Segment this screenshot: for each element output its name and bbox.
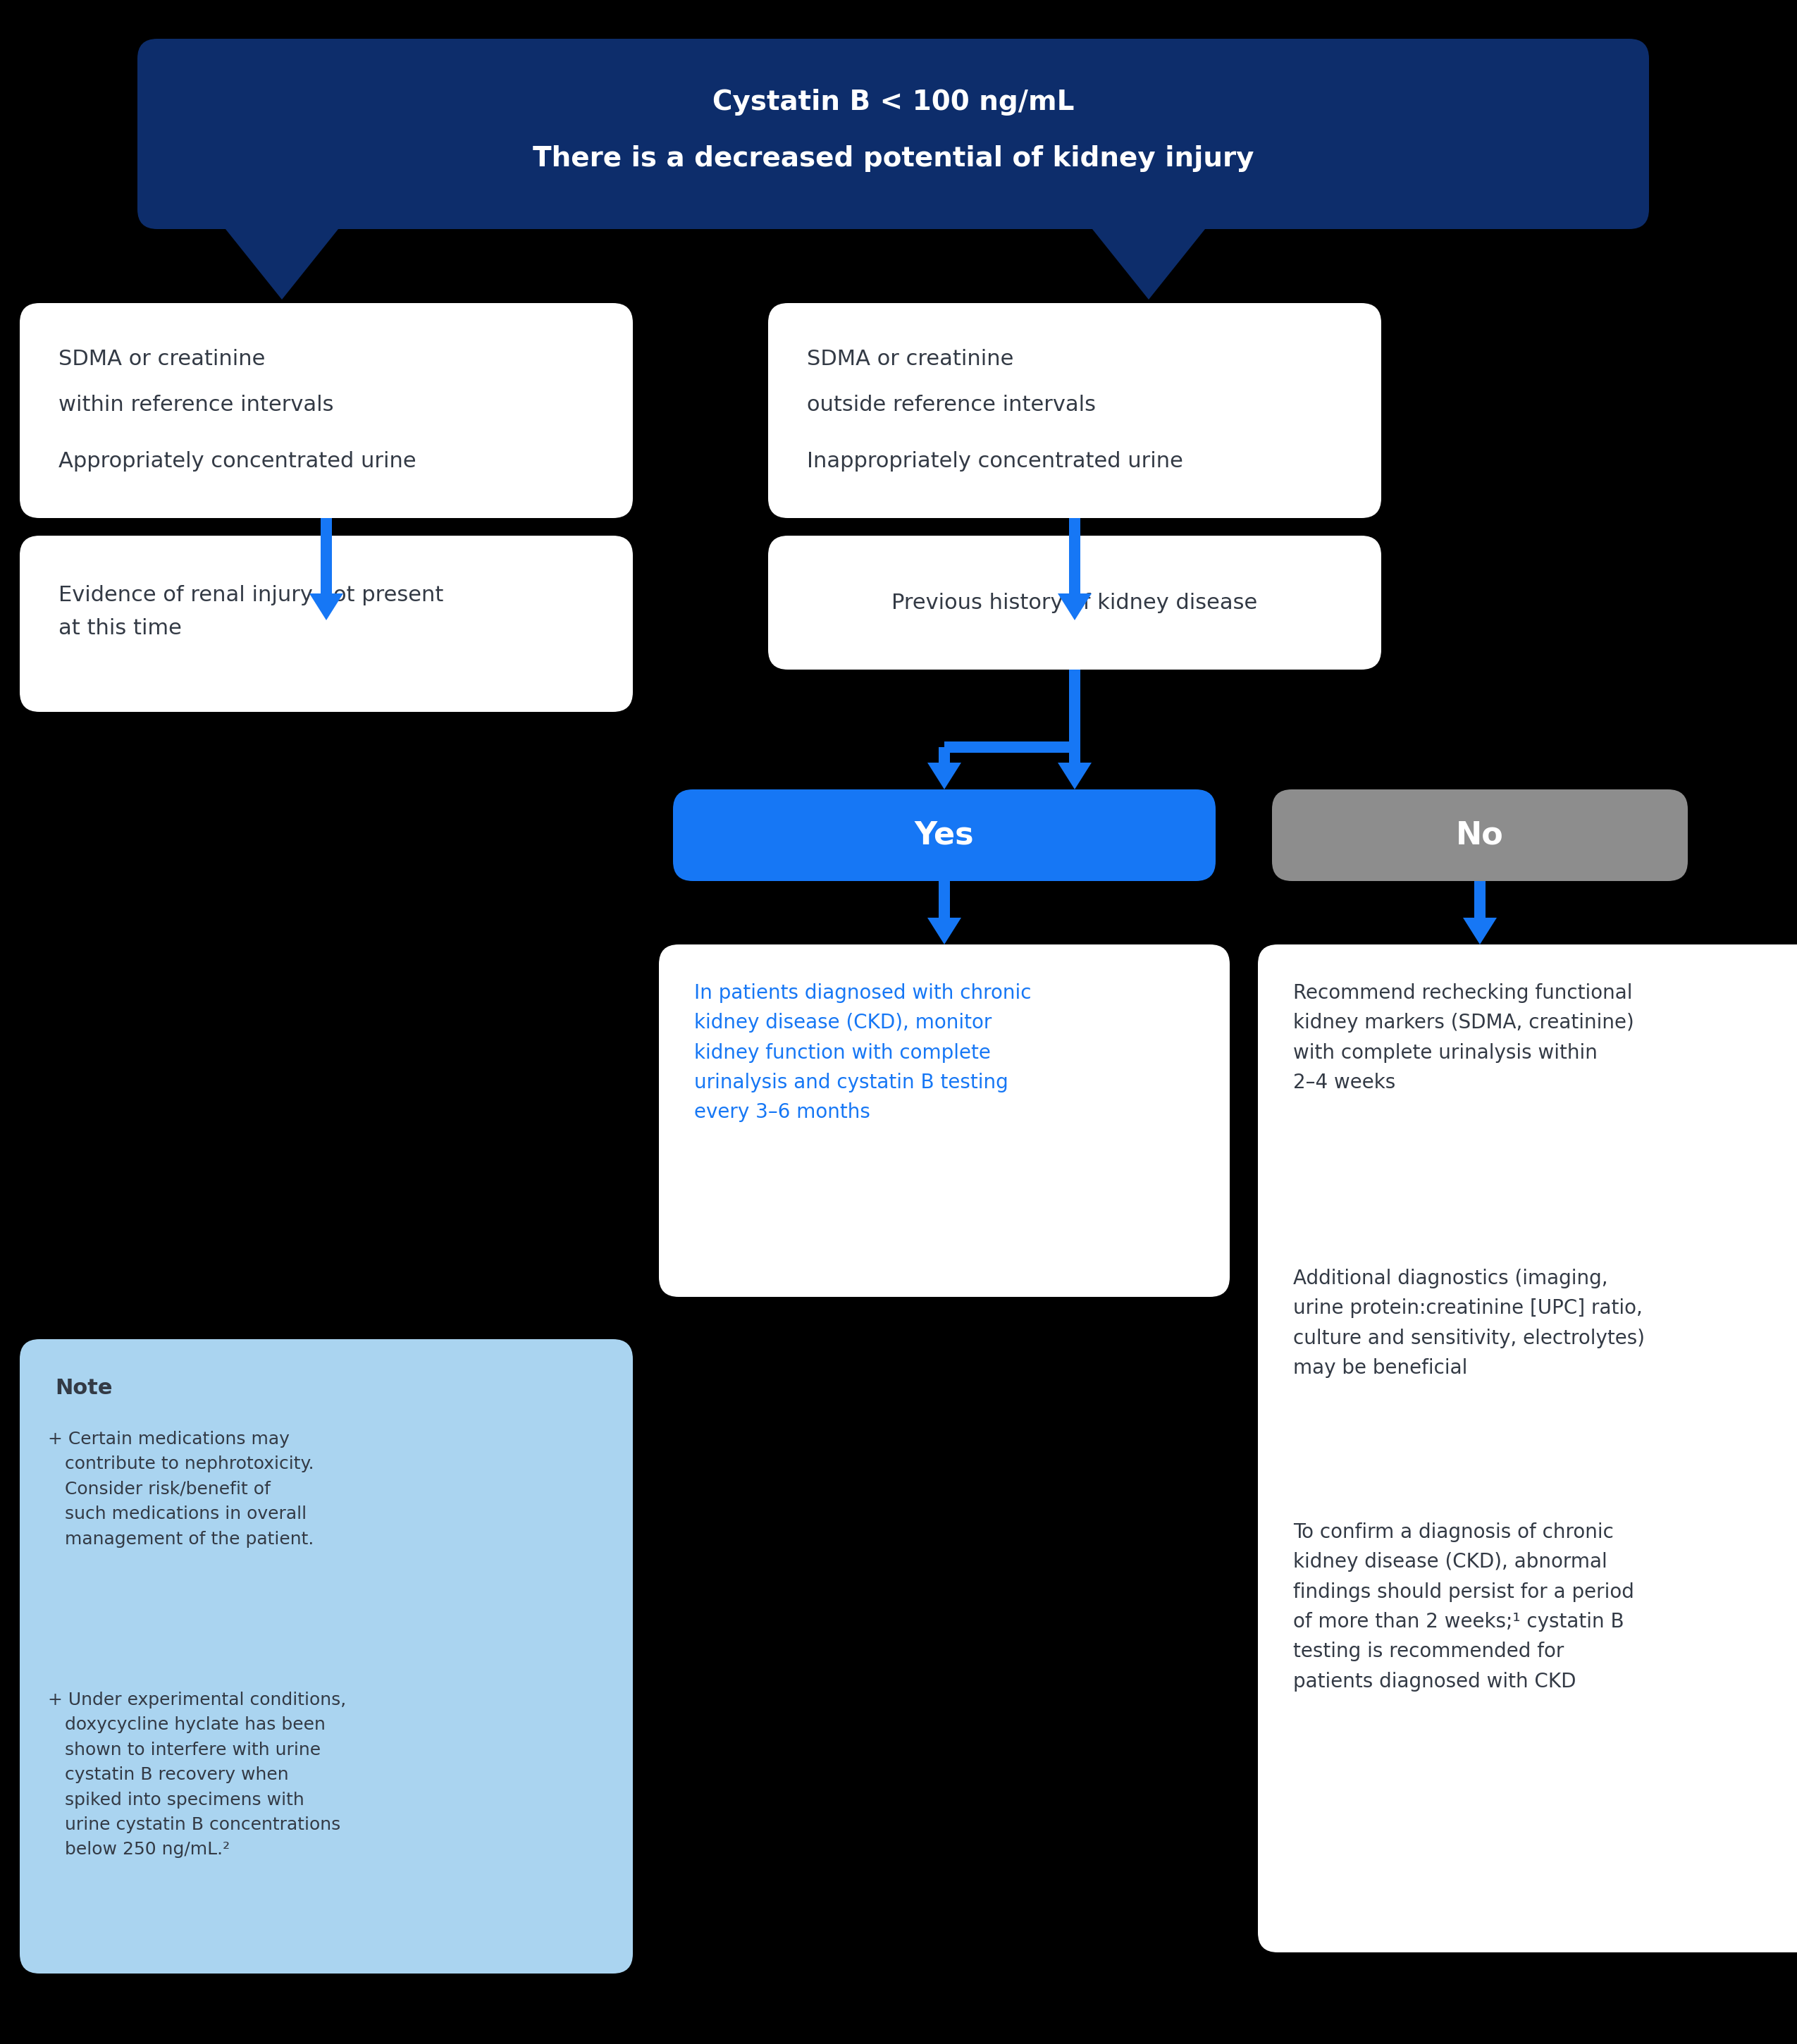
Bar	[1474, 881, 1486, 918]
Text: Additional diagnostics (imaging,
urine protein:creatinine [UPC] ratio,
culture a: Additional diagnostics (imaging, urine p…	[1294, 1269, 1644, 1378]
FancyBboxPatch shape	[767, 536, 1382, 670]
FancyBboxPatch shape	[20, 1339, 633, 1975]
Polygon shape	[309, 593, 343, 619]
Bar	[320, 517, 332, 593]
Text: No: No	[1456, 820, 1504, 850]
Bar	[943, 742, 1075, 752]
Polygon shape	[1463, 918, 1497, 944]
Text: Cystatin B < 100 ng/mL: Cystatin B < 100 ng/mL	[712, 88, 1075, 117]
FancyBboxPatch shape	[20, 303, 633, 517]
Polygon shape	[927, 762, 961, 789]
FancyBboxPatch shape	[674, 789, 1215, 881]
Bar	[1069, 748, 1080, 762]
FancyBboxPatch shape	[1272, 789, 1687, 881]
Text: Yes: Yes	[915, 820, 974, 850]
Text: Evidence of renal injury not present
at this time: Evidence of renal injury not present at …	[59, 585, 444, 640]
Bar	[1069, 517, 1080, 593]
Text: There is a decreased potential of kidney injury: There is a decreased potential of kidney…	[532, 145, 1254, 172]
Text: SDMA or creatinine: SDMA or creatinine	[807, 350, 1014, 370]
Text: In patients diagnosed with chronic
kidney disease (CKD), monitor
kidney function: In patients diagnosed with chronic kidne…	[694, 983, 1031, 1122]
Polygon shape	[1058, 593, 1091, 619]
FancyBboxPatch shape	[20, 536, 633, 711]
FancyBboxPatch shape	[137, 39, 1650, 229]
Text: SDMA or creatinine: SDMA or creatinine	[59, 350, 266, 370]
Text: outside reference intervals: outside reference intervals	[807, 394, 1096, 415]
FancyBboxPatch shape	[767, 303, 1382, 517]
Text: Previous history of kidney disease: Previous history of kidney disease	[891, 593, 1258, 613]
Text: Inappropriately concentrated urine: Inappropriately concentrated urine	[807, 452, 1182, 472]
Bar	[938, 748, 951, 762]
Bar	[1069, 670, 1080, 748]
Polygon shape	[225, 229, 338, 300]
Text: Note: Note	[56, 1378, 113, 1398]
Polygon shape	[927, 918, 961, 944]
Text: + Certain medications may
   contribute to nephrotoxicity.
   Consider risk/bene: + Certain medications may contribute to …	[49, 1431, 314, 1547]
FancyBboxPatch shape	[659, 944, 1229, 1296]
Text: Recommend rechecking functional
kidney markers (SDMA, creatinine)
with complete : Recommend rechecking functional kidney m…	[1294, 983, 1633, 1091]
Bar	[938, 881, 951, 918]
FancyBboxPatch shape	[1258, 944, 1797, 1952]
Text: To confirm a diagnosis of chronic
kidney disease (CKD), abnormal
findings should: To confirm a diagnosis of chronic kidney…	[1294, 1523, 1633, 1690]
Polygon shape	[1058, 762, 1091, 789]
Polygon shape	[1093, 229, 1206, 300]
Text: + Under experimental conditions,
   doxycycline hyclate has been
   shown to int: + Under experimental conditions, doxycyc…	[49, 1692, 347, 1858]
Text: Appropriately concentrated urine: Appropriately concentrated urine	[59, 452, 417, 472]
Text: within reference intervals: within reference intervals	[59, 394, 334, 415]
